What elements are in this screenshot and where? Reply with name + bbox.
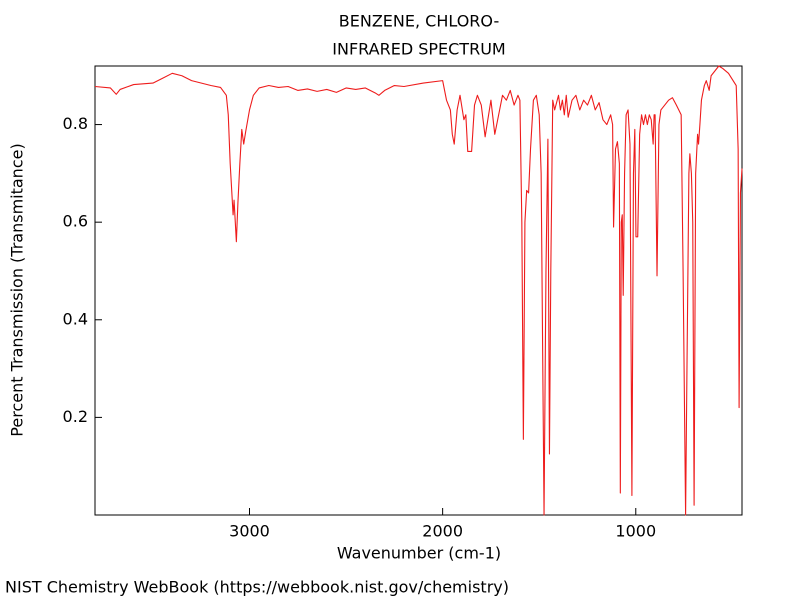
footer: NIST Chemistry WebBook (https://webbook.… — [5, 578, 509, 597]
chart-title: BENZENE, CHLORO- — [339, 12, 499, 31]
plot-frame — [94, 65, 743, 516]
y-axis-label: Percent Transmission (Transmitance) — [8, 143, 27, 436]
x-axis-label: Wavenumber (cm-1) — [337, 544, 501, 563]
y-tick-label: 0.4 — [63, 309, 88, 328]
y-tick-label: 0.8 — [63, 114, 88, 133]
chart-subtitle: INFRARED SPECTRUM — [332, 40, 505, 59]
spectrum-line — [94, 65, 743, 516]
y-tick-label: 0.2 — [63, 407, 88, 426]
x-tick-label: 2000 — [422, 522, 463, 541]
y-tick-label: 0.6 — [63, 212, 88, 231]
x-tick-label: 1000 — [615, 522, 656, 541]
x-tick-label: 3000 — [229, 522, 270, 541]
